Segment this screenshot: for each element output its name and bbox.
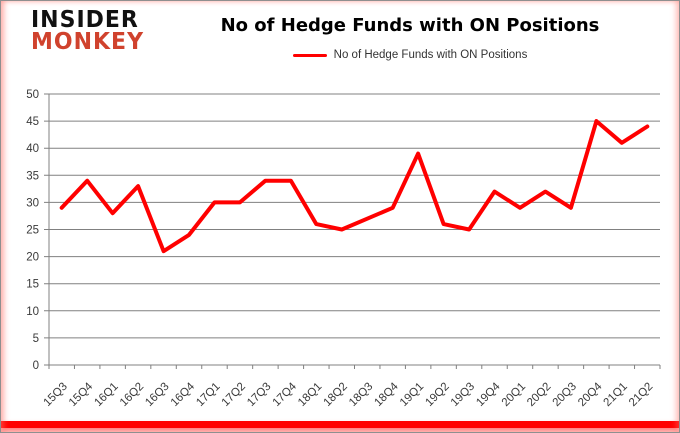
x-axis-tick-label: 18Q1 xyxy=(296,381,324,409)
legend-line-swatch-icon xyxy=(292,53,327,57)
bottom-red-bar xyxy=(1,421,679,428)
y-axis-tick-label: 15 xyxy=(26,279,39,291)
y-axis-tick-label: 25 xyxy=(26,225,39,237)
y-axis-tick-label: 35 xyxy=(26,170,39,182)
y-axis-tick-label: 20 xyxy=(26,252,39,264)
x-axis-tick-label: 16Q2 xyxy=(118,381,146,409)
y-axis-tick-label: 0 xyxy=(33,360,39,372)
x-axis-tick-label: 15Q4 xyxy=(67,380,96,409)
x-axis-tick-label: 20Q4 xyxy=(576,380,605,409)
legend-label: No of Hedge Funds with ON Positions xyxy=(333,49,528,61)
x-axis-tick-label: 16Q1 xyxy=(92,381,120,409)
x-axis-tick-label: 21Q2 xyxy=(627,381,655,409)
x-axis-tick-label: 17Q2 xyxy=(220,381,248,409)
logo-line-monkey: MONKEY xyxy=(31,28,145,56)
x-axis-tick-label: 18Q3 xyxy=(347,381,375,409)
y-axis-tick-label: 50 xyxy=(26,89,39,101)
x-axis-tick-label: 19Q1 xyxy=(398,381,426,409)
y-axis-tick-label: 10 xyxy=(26,306,39,318)
logo-line-insider: INSIDER xyxy=(31,6,139,34)
y-axis-tick-label: 40 xyxy=(26,143,39,155)
chart-title: No of Hedge Funds with ON Positions xyxy=(220,15,600,36)
x-axis-tick-label: 17Q4 xyxy=(271,380,300,409)
x-axis-tick-label: 19Q3 xyxy=(449,381,477,409)
chart-header: No of Hedge Funds with ON Positions No o… xyxy=(151,15,669,62)
x-axis-tick-label: 15Q3 xyxy=(41,381,69,409)
x-axis-tick-label: 19Q2 xyxy=(423,381,451,409)
chart-legend: No of Hedge Funds with ON Positions xyxy=(292,49,528,61)
x-axis-tick-label: 21Q1 xyxy=(602,381,630,409)
x-axis-tick-label: 20Q1 xyxy=(500,381,528,409)
x-axis-tick-label: 19Q4 xyxy=(474,380,503,409)
x-axis-tick-label: 17Q1 xyxy=(194,381,222,409)
x-axis-tick-label: 18Q4 xyxy=(372,380,401,409)
x-axis-tick-label: 17Q3 xyxy=(245,381,273,409)
y-axis-tick-label: 45 xyxy=(26,116,39,128)
x-axis-tick-label: 16Q4 xyxy=(169,380,198,409)
x-axis-tick-label: 20Q2 xyxy=(525,381,553,409)
y-axis-tick-label: 30 xyxy=(26,197,39,209)
x-axis-tick-label: 18Q2 xyxy=(322,381,350,409)
insider-monkey-logo: INSIDER MONKEY xyxy=(31,6,145,56)
x-axis-tick-label: 16Q3 xyxy=(143,381,171,409)
y-axis-tick-label: 5 xyxy=(33,333,39,345)
x-axis-tick-label: 20Q3 xyxy=(551,381,579,409)
hedge-funds-series-line xyxy=(59,119,650,254)
